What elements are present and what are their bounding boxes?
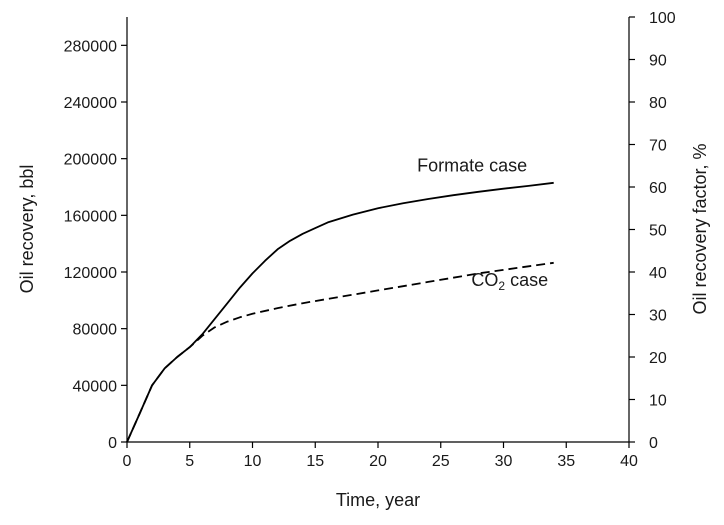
y-tick-label: 80000 <box>73 322 118 339</box>
y2-tick-label: 80 <box>649 95 667 112</box>
series-line-formate-case <box>126 181 554 443</box>
y-axis-ticks: 0 40000 80000 120000 160000 200000 240000 28000… <box>64 38 127 452</box>
x-tick-label: 35 <box>557 453 575 470</box>
y-tick-label: 200000 <box>64 152 117 169</box>
plot-frame <box>126 17 630 443</box>
x-tick-label: 25 <box>432 453 450 470</box>
y-tick-label: 160000 <box>64 208 117 225</box>
x-tick-label: 30 <box>495 453 513 470</box>
annotation-label: Formate case <box>417 155 527 175</box>
y2-tick-label: 10 <box>649 393 667 410</box>
y-axis-title: Oil recovery, bbl <box>17 165 37 294</box>
y2-tick-label: 100 <box>649 10 676 27</box>
x-tick-label: 10 <box>244 453 262 470</box>
annotation-layer: Formate case CO2 case <box>417 155 548 293</box>
y2-tick-label: 30 <box>649 308 667 325</box>
x-tick-label: 40 <box>620 453 638 470</box>
x-tick-label: 15 <box>306 453 324 470</box>
y2-tick-label: 90 <box>649 53 667 70</box>
series-layer <box>126 181 554 443</box>
y2-axis-title: Oil recovery factor, % <box>690 143 710 314</box>
y2-tick-label: 60 <box>649 180 667 197</box>
series-line-co2-case <box>126 261 554 443</box>
y-tick-label: 280000 <box>64 38 117 55</box>
y2-tick-label: 40 <box>649 265 667 282</box>
x-axis-title: Time, year <box>336 490 420 510</box>
y2-tick-label: 50 <box>649 223 667 240</box>
y-tick-label: 40000 <box>73 378 118 395</box>
x-tick-label: 0 <box>123 453 132 470</box>
y-tick-label: 120000 <box>64 265 117 282</box>
y2-tick-label: 20 <box>649 350 667 367</box>
y2-axis-ticks: 0 10 20 30 40 50 60 70 80 90 100 <box>629 10 676 452</box>
y-tick-label: 0 <box>108 435 117 452</box>
x-tick-label: 20 <box>369 453 387 470</box>
x-axis-ticks: 0 5 10 15 20 25 30 35 40 <box>123 442 638 470</box>
annotation-label: CO2 case <box>471 270 548 293</box>
y2-tick-label: 0 <box>649 435 658 452</box>
y-tick-label: 240000 <box>64 95 117 112</box>
y2-tick-label: 70 <box>649 138 667 155</box>
x-tick-label: 5 <box>185 453 194 470</box>
